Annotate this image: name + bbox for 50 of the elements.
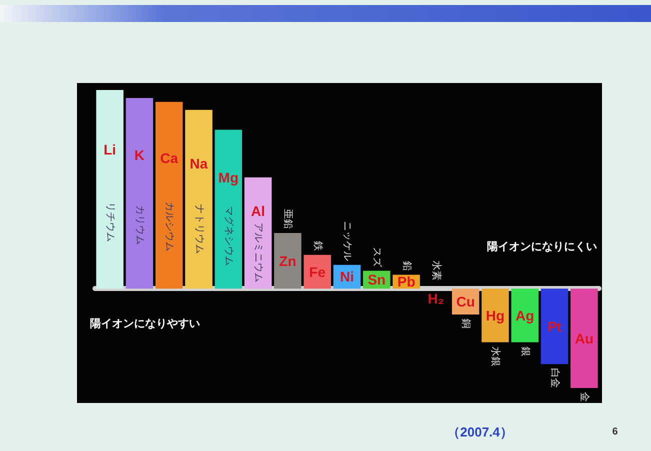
bar <box>274 233 302 289</box>
x-tick-label: Al <box>251 202 266 219</box>
annotation: 陽イオンになりにくい <box>487 241 597 253</box>
annotation: カルシウム <box>164 201 175 252</box>
annotation: リチウム <box>104 202 116 242</box>
bar <box>570 288 598 388</box>
annotation: 銅 <box>460 318 472 328</box>
x-tick-label: Ca <box>160 150 178 166</box>
bar <box>540 288 568 364</box>
text: 金 <box>578 392 591 402</box>
x-tick-label: K <box>134 147 145 164</box>
x-tick-label: Mg <box>218 169 239 186</box>
annotation: スズ <box>371 246 384 268</box>
annotation: ニッケル <box>342 220 352 261</box>
x-tick-label: Pb <box>397 274 416 290</box>
annotation: 亜鉛 <box>282 209 294 230</box>
annotation: アルミニウム <box>252 222 264 283</box>
bar <box>511 288 539 342</box>
bar <box>304 254 331 289</box>
x-tick-label: Li <box>104 142 116 158</box>
bar <box>244 177 272 289</box>
annotation: 水素 <box>430 260 442 281</box>
x-tick-label: Au <box>574 330 594 346</box>
annotation: ナトリウム <box>193 204 204 254</box>
x-tick-label: Na <box>190 156 208 172</box>
x-tick-label: H₂ <box>428 290 444 307</box>
text: （2007.4） <box>447 424 513 440</box>
bar <box>155 102 183 289</box>
x-tick-label: Sn <box>368 272 386 288</box>
x-tick-label: Ni <box>340 268 354 285</box>
bar <box>214 130 242 289</box>
bar <box>482 288 509 342</box>
annotation: マグネシウム <box>222 206 234 266</box>
annotation: 鉛 <box>400 260 412 271</box>
annotation: 水銀 <box>490 346 502 366</box>
text: 6 <box>612 426 618 438</box>
bar <box>126 98 154 289</box>
annotation: 白金 <box>549 368 562 388</box>
x-tick-label: Ag <box>516 307 534 324</box>
x-tick-label: Cu <box>456 294 475 310</box>
annotation: 銀 <box>519 346 530 356</box>
x-tick-label: Hg <box>486 307 505 324</box>
x-tick-label: Pt <box>548 318 562 334</box>
bar <box>96 90 124 289</box>
bar <box>185 110 212 289</box>
annotation: 鉄 <box>312 240 324 251</box>
annotation: 陽イオンになりやすい <box>90 318 200 330</box>
annotation: カリウム <box>134 204 145 245</box>
x-tick-label: Zn <box>279 252 296 269</box>
x-tick-label: Fe <box>309 264 326 280</box>
